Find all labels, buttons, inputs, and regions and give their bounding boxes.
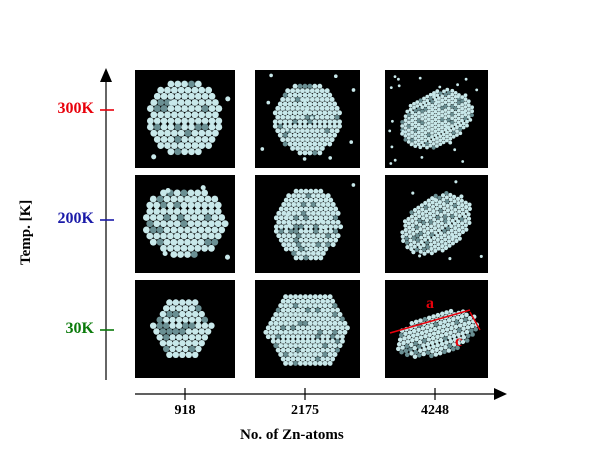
y-tick-label-200k: 200K — [57, 210, 94, 227]
x-axis-arrowhead — [494, 388, 507, 400]
y-axis-arrowhead — [100, 68, 112, 82]
x-tick-label-2175: 2175 — [291, 403, 319, 418]
cluster-panel-300k-2175 — [255, 70, 360, 168]
x-tick-label-918: 918 — [174, 403, 196, 418]
cluster-panel-200k-2175 — [255, 175, 360, 273]
cluster-panel-30k-2175 — [255, 280, 360, 378]
annotation-c-line — [469, 311, 481, 331]
cluster-panel-300k-918 — [135, 70, 235, 168]
cluster-panel-30k-918 — [135, 280, 235, 378]
annotation-a-label: a — [426, 295, 434, 312]
y-tick-label-300k: 300K — [57, 100, 94, 117]
annotation-c-label: c — [455, 333, 462, 350]
cluster-panel-200k-918 — [135, 175, 235, 273]
y-tick-label-30k: 30K — [65, 320, 94, 337]
cluster-panel-300k-4248 — [385, 70, 488, 168]
x-axis-title: No. of Zn-atoms — [240, 427, 344, 443]
cluster-panel-200k-4248 — [385, 175, 488, 273]
cluster-panel-30k-4248 — [385, 280, 488, 378]
x-tick-label-4248: 4248 — [421, 403, 449, 418]
y-axis-title: Temp. [K] — [18, 199, 34, 265]
cluster-panel-grid — [135, 70, 488, 378]
annotation-a-line — [389, 309, 471, 334]
